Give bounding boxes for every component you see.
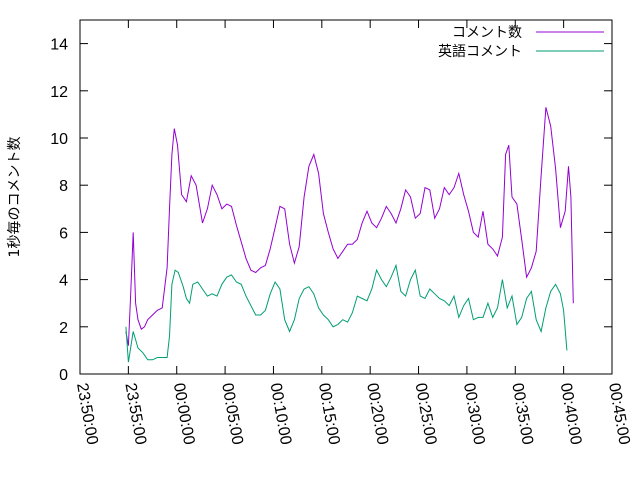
- y-tick-label: 6: [59, 225, 68, 242]
- y-tick-label: 14: [50, 37, 68, 54]
- x-tick-label: 00:20:00: [363, 382, 391, 446]
- x-tick-label: 23:55:00: [121, 382, 149, 446]
- axis-ticks: [79, 20, 613, 375]
- x-tick-label: 00:15:00: [315, 382, 343, 446]
- y-tick-label: 2: [59, 320, 68, 337]
- x-tick-label: 00:00:00: [170, 382, 198, 446]
- series-line-1: [125, 263, 568, 363]
- legend-label: 英語コメント: [438, 43, 522, 60]
- x-tick-label: 00:30:00: [460, 382, 488, 446]
- x-tick-label: 00:40:00: [557, 382, 585, 446]
- y-tick-label: 0: [59, 367, 68, 384]
- x-tick-label: 00:05:00: [218, 382, 246, 446]
- y-tick-label: 8: [59, 178, 68, 195]
- x-tick-label: 23:50:00: [73, 382, 101, 446]
- x-tick-label: 00:10:00: [267, 382, 295, 446]
- y-tick-label: 10: [50, 131, 68, 148]
- y-tick-label: 4: [59, 273, 68, 290]
- y-tick-labels: 0 2 4 6 8 10 12 14: [50, 37, 68, 384]
- legend-label: コメント数: [452, 25, 522, 41]
- x-tick-label: 00:45:00: [605, 382, 633, 446]
- x-tick-label: 00:35:00: [508, 382, 536, 446]
- y-tick-label: 12: [50, 84, 68, 101]
- plot-frame: [79, 19, 613, 375]
- x-tick-label: 00:25:00: [412, 382, 440, 446]
- series-line-0: [125, 107, 574, 346]
- series-lines: [125, 107, 574, 363]
- x-tick-labels: 23:50:00 23:55:00 00:00:00 00:05:00 00:10:00…: [73, 382, 633, 446]
- y-axis-label: 1秒毎のコメント数: [7, 137, 23, 258]
